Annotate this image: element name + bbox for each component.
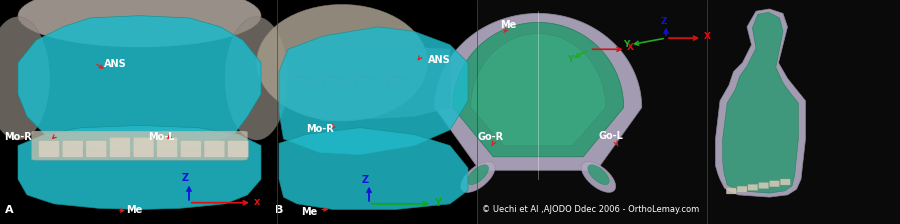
Text: Me: Me [126, 205, 142, 215]
Text: A: A [4, 205, 13, 215]
Text: Me: Me [500, 20, 517, 30]
Text: X: X [704, 32, 711, 41]
Ellipse shape [581, 162, 616, 192]
Text: Z: Z [362, 174, 369, 185]
Polygon shape [453, 22, 624, 157]
Text: Go-L: Go-L [598, 131, 624, 141]
Polygon shape [716, 9, 806, 197]
FancyBboxPatch shape [39, 141, 59, 157]
Polygon shape [279, 128, 468, 209]
Bar [0, 0, 277, 224]
Polygon shape [471, 34, 606, 146]
FancyBboxPatch shape [157, 137, 177, 157]
FancyBboxPatch shape [180, 141, 202, 157]
Ellipse shape [588, 165, 609, 185]
Polygon shape [18, 125, 261, 209]
Text: Z: Z [661, 17, 667, 26]
Ellipse shape [0, 17, 50, 140]
Bar [706, 0, 900, 224]
Text: ANS: ANS [428, 55, 450, 65]
FancyBboxPatch shape [228, 141, 248, 157]
FancyBboxPatch shape [110, 137, 130, 157]
FancyBboxPatch shape [748, 184, 758, 190]
Text: x: x [254, 196, 260, 207]
Text: B: B [274, 205, 283, 215]
Bar [277, 0, 477, 224]
Ellipse shape [225, 17, 288, 140]
Text: Mo-R: Mo-R [306, 124, 334, 134]
FancyBboxPatch shape [204, 141, 225, 157]
FancyBboxPatch shape [32, 131, 248, 160]
FancyBboxPatch shape [737, 186, 747, 192]
Polygon shape [279, 27, 468, 155]
Polygon shape [288, 45, 450, 121]
FancyBboxPatch shape [86, 141, 106, 157]
Text: X: X [627, 43, 634, 52]
FancyBboxPatch shape [759, 183, 769, 189]
Ellipse shape [256, 4, 428, 121]
FancyBboxPatch shape [133, 137, 154, 157]
FancyBboxPatch shape [780, 179, 790, 185]
FancyBboxPatch shape [770, 181, 779, 187]
Text: Me: Me [302, 207, 318, 217]
Text: Y: Y [434, 198, 441, 208]
Text: Y: Y [623, 40, 629, 49]
Ellipse shape [467, 165, 489, 185]
Text: ANS: ANS [104, 59, 126, 69]
Bar [477, 0, 706, 224]
Text: Y: Y [567, 55, 573, 64]
FancyBboxPatch shape [62, 141, 83, 157]
Polygon shape [723, 12, 798, 193]
Polygon shape [435, 13, 642, 170]
Ellipse shape [18, 0, 261, 47]
Text: © Uechi et Al ,AJODO Ddec 2006 - OrthoLemay.com: © Uechi et Al ,AJODO Ddec 2006 - OrthoLe… [482, 205, 698, 214]
Ellipse shape [461, 162, 495, 192]
Polygon shape [18, 16, 261, 152]
Text: Mo-L: Mo-L [148, 132, 175, 142]
FancyBboxPatch shape [726, 188, 736, 194]
Text: Z: Z [182, 173, 189, 183]
Text: Go-R: Go-R [477, 132, 503, 142]
Text: Mo-R: Mo-R [4, 132, 32, 142]
